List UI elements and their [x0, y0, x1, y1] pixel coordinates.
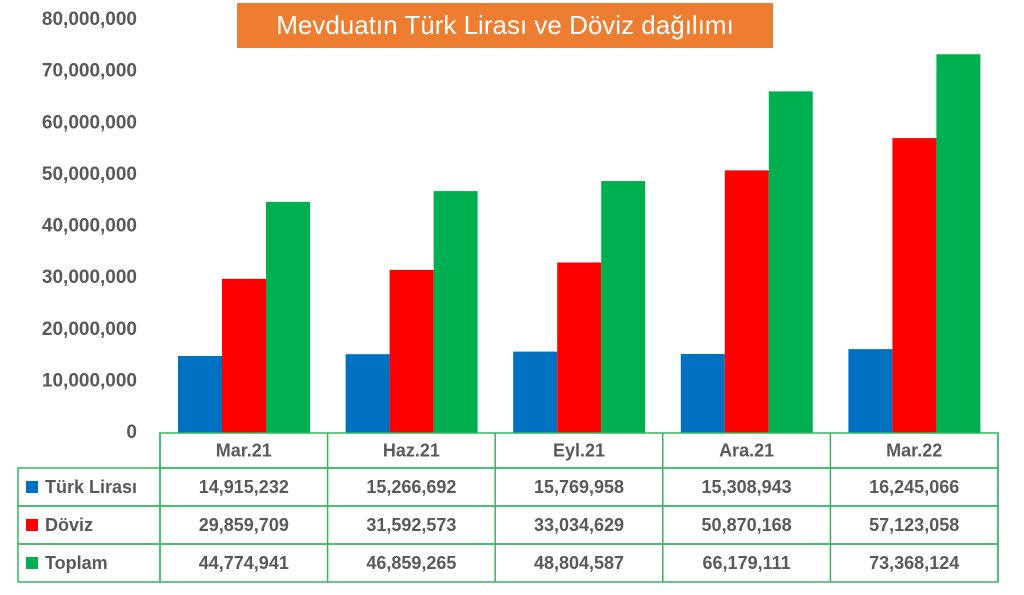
x-tick-label: Mar.21: [216, 440, 272, 460]
bar: [601, 181, 646, 433]
y-tick-label: 40,000,000: [42, 216, 137, 237]
bar: [724, 170, 769, 433]
data-label: 46,859,265: [366, 553, 456, 573]
table-row: [17, 467, 999, 507]
legend-label: Toplam: [45, 553, 108, 573]
data-label: 57,123,058: [869, 515, 959, 535]
bar: [680, 353, 725, 433]
bar: [178, 356, 222, 433]
bar: [433, 191, 478, 433]
bar: [389, 269, 434, 433]
legend-key: [26, 519, 38, 531]
x-tick-label: Eyl.21: [553, 440, 605, 460]
data-label: 16,245,066: [869, 477, 959, 497]
y-tick-label: 70,000,000: [42, 61, 137, 82]
y-tick-label: 60,000,000: [42, 112, 137, 133]
bar: [222, 278, 266, 433]
bar: [936, 54, 981, 433]
data-label: 15,308,943: [702, 477, 792, 497]
legend-key: [26, 557, 38, 569]
x-tick-label: Ara.21: [719, 440, 774, 460]
legend-key: [26, 481, 38, 493]
data-label: 44,774,941: [199, 553, 289, 573]
data-label: 29,859,709: [199, 515, 289, 535]
y-tick-label: 50,000,000: [42, 164, 137, 185]
y-tick-label: 30,000,000: [42, 267, 137, 288]
data-label: 66,179,111: [703, 553, 791, 573]
table-row: [17, 505, 999, 545]
data-label: 73,368,124: [869, 553, 959, 573]
y-tick-label: 80,000,000: [42, 9, 137, 30]
chart-title: Mevduatın Türk Lirası ve Döviz dağılımı: [276, 10, 734, 40]
bar: [892, 138, 937, 433]
y-tick-label: 10,000,000: [42, 370, 137, 391]
data-label: 33,034,629: [534, 515, 624, 535]
bar: [557, 262, 602, 433]
legend-label: Döviz: [45, 515, 93, 535]
y-tick-label: 0: [126, 422, 137, 443]
x-tick-label: Mar.22: [886, 440, 942, 460]
y-tick-label: 20,000,000: [42, 319, 137, 340]
table-row: [17, 543, 999, 583]
bar: [513, 351, 558, 433]
data-label: 50,870,168: [702, 515, 792, 535]
data-label: 15,266,692: [366, 477, 456, 497]
data-label: 14,915,232: [199, 477, 289, 497]
legend-label: Türk Lirası: [45, 477, 137, 497]
x-tick-label: Haz.21: [383, 440, 440, 460]
data-label: 31,592,573: [366, 515, 456, 535]
bar: [848, 349, 893, 433]
bar: [266, 201, 310, 433]
bar: [345, 354, 390, 433]
title-box: [237, 3, 773, 48]
data-label: 48,804,587: [534, 553, 624, 573]
bar: [768, 91, 813, 433]
data-label: 15,769,958: [534, 477, 624, 497]
